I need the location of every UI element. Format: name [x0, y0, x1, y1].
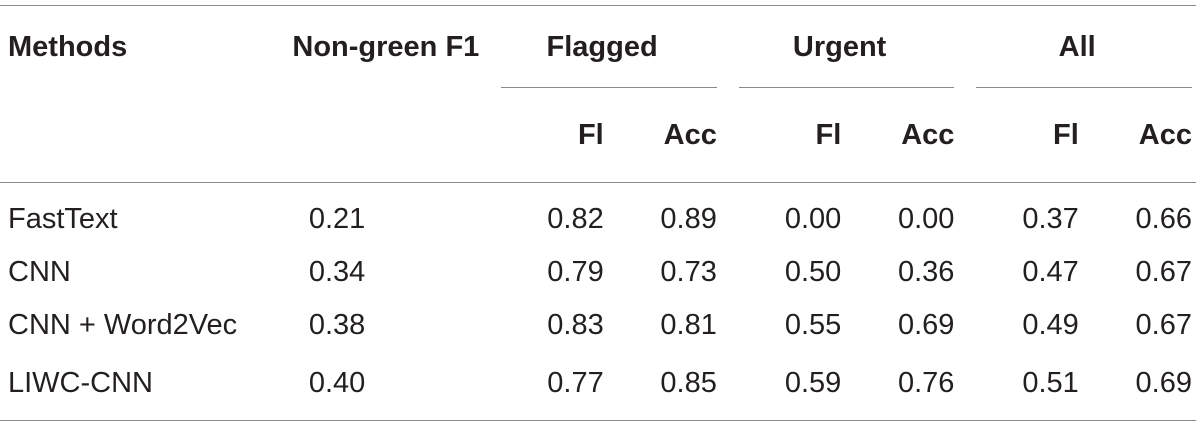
header-group-all-label: All — [1058, 30, 1096, 63]
table-row: LIWC-CNN 0.40 0.77 0.85 0.59 0.76 0.51 0… — [0, 352, 1196, 421]
flagged-acc-cell: 0.89 — [660, 203, 717, 235]
header-flagged-acc: Acc — [607, 88, 721, 183]
header-group-flagged: Flagged — [483, 5, 721, 88]
non-green-f1-cell: 0.34 — [308, 256, 366, 288]
flagged-f1-cell: 0.82 — [547, 203, 604, 235]
all-acc-cell: 0.69 — [1082, 352, 1196, 421]
header-group-all: All — [958, 5, 1196, 88]
table-header: Methods Non-green F1 Flagged Urgent All — [0, 5, 1196, 183]
urgent-f1-cell: 0.00 — [784, 203, 842, 235]
urgent-acc-cell: 0.36 — [897, 256, 955, 288]
urgent-acc-cell: 0.69 — [897, 309, 955, 341]
all-f1-cell: 0.37 — [1022, 203, 1079, 235]
urgent-f1-cell: 0.50 — [784, 256, 842, 288]
non-green-f1-cell: 0.21 — [308, 203, 366, 235]
table-row: FastText 0.21 0.82 0.89 0.00 0.00 0.37 0… — [0, 183, 1196, 247]
flagged-acc-cell: 0.81 — [660, 309, 717, 341]
method-cell: FastText — [8, 203, 118, 235]
header-empty — [0, 88, 278, 183]
table-body: FastText 0.21 0.82 0.89 0.00 0.00 0.37 0… — [0, 183, 1196, 421]
flagged-f1-cell: 0.77 — [483, 352, 608, 421]
all-acc-cell: 0.67 — [1135, 309, 1192, 341]
header-group-urgent: Urgent — [720, 5, 959, 88]
all-f1-cell: 0.51 — [958, 352, 1083, 421]
urgent-f1-cell: 0.55 — [784, 309, 842, 341]
header-row-metrics: Fl Acc Fl Acc Fl Acc — [0, 88, 1196, 183]
urgent-f1-cell: 0.59 — [720, 352, 846, 421]
header-empty — [277, 88, 484, 183]
header-urgent-acc: Acc — [845, 88, 959, 183]
header-all-acc: Acc — [1082, 88, 1196, 183]
flagged-f1-cell: 0.83 — [547, 309, 604, 341]
header-row-groups: Methods Non-green F1 Flagged Urgent All — [0, 5, 1196, 88]
flagged-acc-cell: 0.73 — [660, 256, 717, 288]
header-group-flagged-label: Flagged — [546, 30, 658, 63]
header-methods: Methods — [0, 5, 278, 88]
method-cell: CNN — [8, 256, 71, 288]
all-acc-cell: 0.66 — [1135, 203, 1192, 235]
group-underline — [976, 86, 1192, 88]
method-cell: LIWC-CNN — [0, 352, 278, 421]
method-cell: CNN + Word2Vec — [8, 309, 238, 341]
header-urgent-f1: Fl — [720, 88, 846, 183]
header-non-green-f1: Non-green F1 — [277, 5, 484, 88]
flagged-acc-cell: 0.85 — [607, 352, 721, 421]
group-underline — [738, 86, 955, 88]
group-underline — [501, 86, 717, 88]
flagged-f1-cell: 0.79 — [547, 256, 604, 288]
urgent-acc-cell: 0.76 — [845, 352, 959, 421]
header-group-urgent-label: Urgent — [792, 30, 887, 63]
header-all-f1: Fl — [958, 88, 1083, 183]
urgent-acc-cell: 0.00 — [897, 203, 955, 235]
table-row: CNN + Word2Vec 0.38 0.83 0.81 0.55 0.69 … — [0, 299, 1196, 352]
non-green-f1-cell: 0.40 — [277, 352, 484, 421]
all-acc-cell: 0.67 — [1135, 256, 1192, 288]
table-row: CNN 0.34 0.79 0.73 0.50 0.36 0.47 0.67 — [0, 246, 1196, 299]
non-green-f1-cell: 0.38 — [308, 309, 366, 341]
header-flagged-f1: Fl — [483, 88, 608, 183]
all-f1-cell: 0.47 — [1022, 256, 1079, 288]
all-f1-cell: 0.49 — [1022, 309, 1079, 341]
results-table: Methods Non-green F1 Flagged Urgent All — [0, 5, 1196, 421]
